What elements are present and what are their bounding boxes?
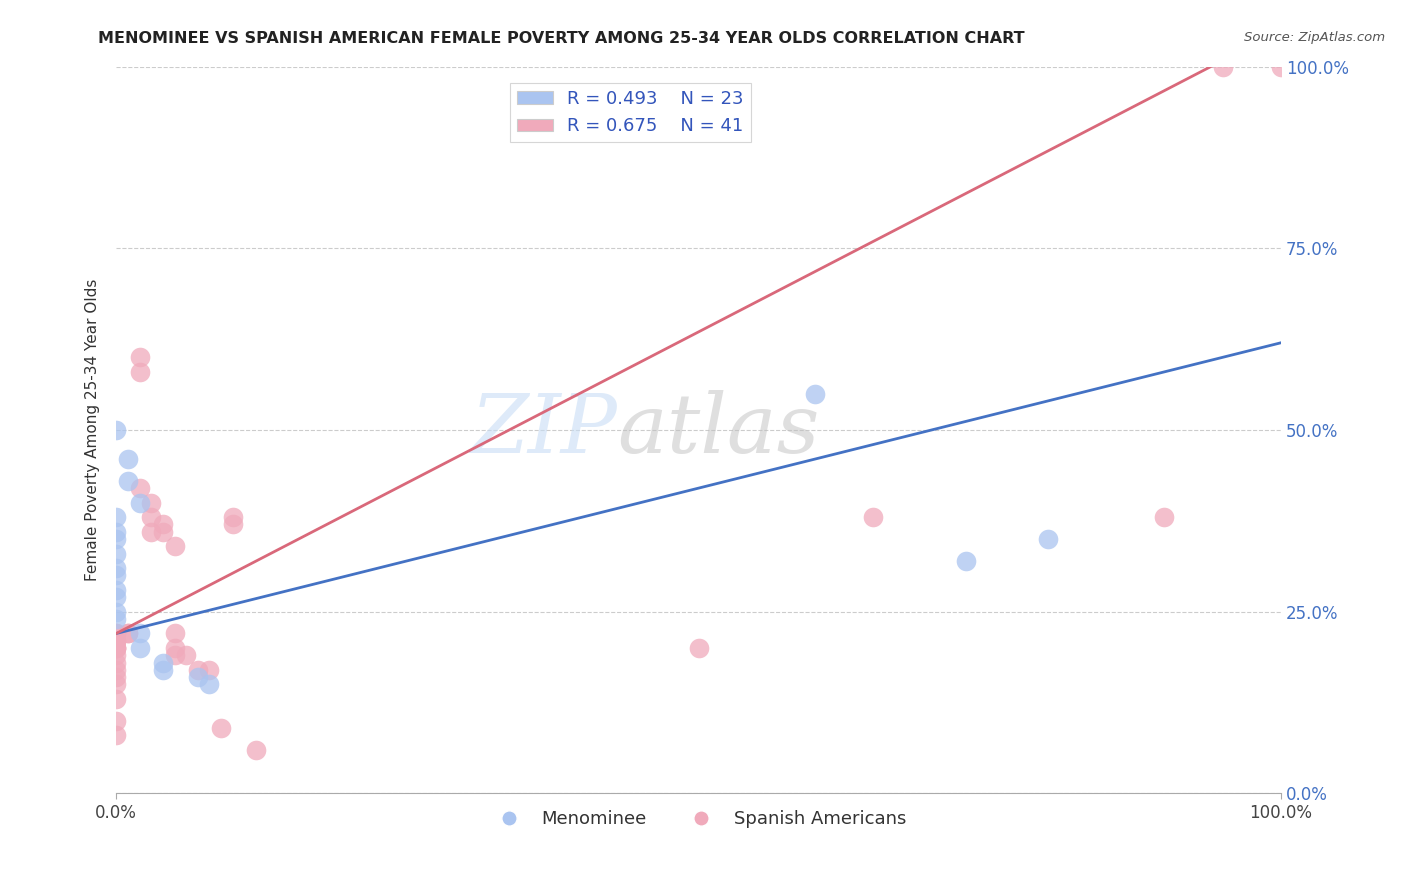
Point — [862, 510, 884, 524]
Point — [804, 386, 827, 401]
Point — [1270, 60, 1292, 74]
Point — [222, 517, 245, 532]
Point — [152, 656, 174, 670]
Y-axis label: Female Poverty Among 25-34 Year Olds: Female Poverty Among 25-34 Year Olds — [86, 279, 100, 582]
Point — [128, 351, 150, 365]
Point — [1212, 60, 1234, 74]
Point — [105, 590, 128, 604]
Point — [163, 648, 186, 663]
Point — [105, 714, 128, 728]
Point — [105, 561, 128, 575]
Point — [105, 547, 128, 561]
Point — [128, 626, 150, 640]
Point — [105, 670, 128, 684]
Text: ZIP: ZIP — [470, 390, 617, 470]
Point — [128, 365, 150, 379]
Legend: Menominee, Spanish Americans: Menominee, Spanish Americans — [484, 803, 914, 835]
Point — [128, 481, 150, 495]
Point — [105, 612, 128, 626]
Point — [105, 677, 128, 691]
Point — [117, 452, 139, 467]
Point — [1153, 510, 1175, 524]
Point — [198, 677, 221, 691]
Point — [209, 721, 232, 735]
Point — [105, 626, 128, 640]
Point — [105, 626, 128, 640]
Point — [163, 626, 186, 640]
Point — [105, 524, 128, 539]
Point — [955, 554, 977, 568]
Point — [105, 510, 128, 524]
Point — [688, 640, 710, 655]
Point — [174, 648, 197, 663]
Point — [245, 743, 267, 757]
Point — [105, 648, 128, 663]
Point — [105, 640, 128, 655]
Point — [128, 640, 150, 655]
Point — [141, 496, 163, 510]
Point — [105, 663, 128, 677]
Point — [152, 524, 174, 539]
Point — [187, 670, 209, 684]
Text: Source: ZipAtlas.com: Source: ZipAtlas.com — [1244, 31, 1385, 45]
Point — [105, 691, 128, 706]
Point — [105, 633, 128, 648]
Point — [105, 728, 128, 742]
Point — [117, 626, 139, 640]
Point — [128, 496, 150, 510]
Point — [105, 423, 128, 437]
Point — [117, 474, 139, 488]
Point — [105, 633, 128, 648]
Point — [222, 510, 245, 524]
Point — [105, 656, 128, 670]
Point — [141, 510, 163, 524]
Point — [1036, 532, 1059, 546]
Point — [198, 663, 221, 677]
Point — [152, 517, 174, 532]
Point — [105, 640, 128, 655]
Point — [117, 626, 139, 640]
Point — [105, 568, 128, 582]
Point — [141, 524, 163, 539]
Text: MENOMINEE VS SPANISH AMERICAN FEMALE POVERTY AMONG 25-34 YEAR OLDS CORRELATION C: MENOMINEE VS SPANISH AMERICAN FEMALE POV… — [98, 31, 1025, 46]
Point — [163, 539, 186, 553]
Point — [105, 582, 128, 597]
Point — [105, 640, 128, 655]
Point — [105, 532, 128, 546]
Point — [105, 605, 128, 619]
Point — [163, 640, 186, 655]
Point — [152, 663, 174, 677]
Text: atlas: atlas — [617, 390, 820, 470]
Point — [187, 663, 209, 677]
